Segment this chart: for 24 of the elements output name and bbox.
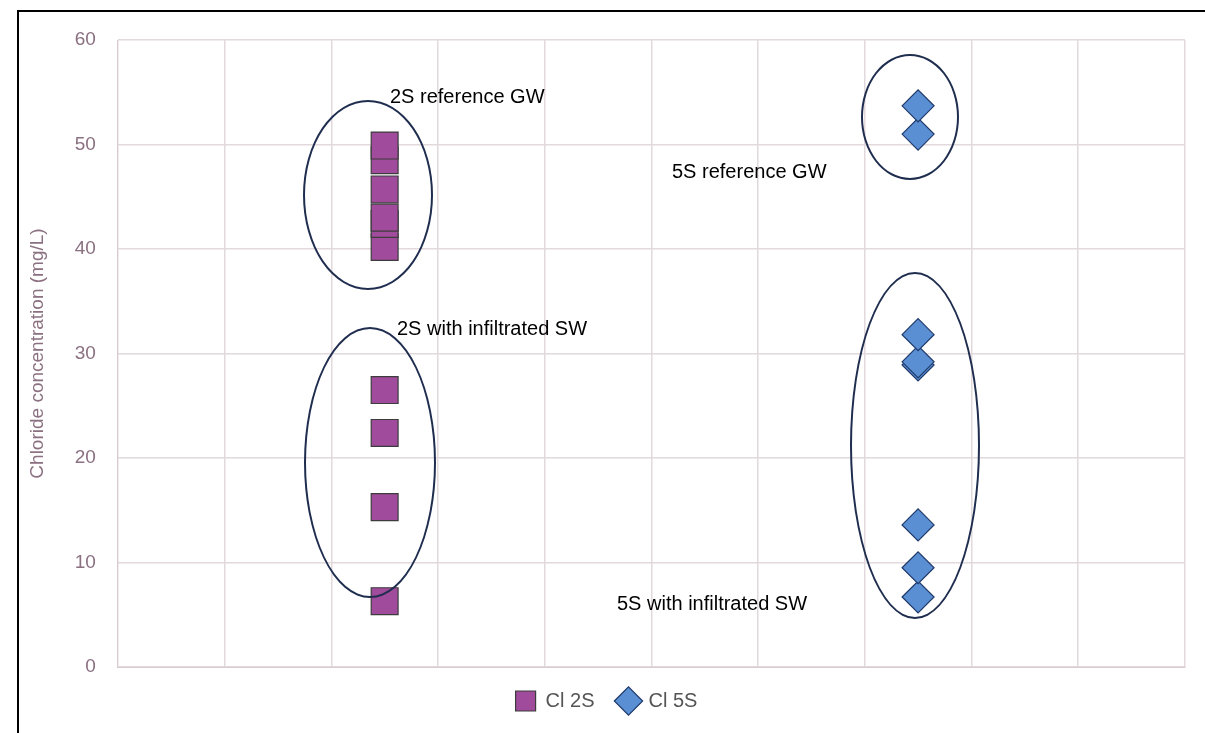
point xyxy=(370,175,399,204)
annotation: 2S with infiltrated SW xyxy=(397,316,588,339)
annotation: 5S reference GW xyxy=(672,159,827,182)
legend-label: Cl 2S xyxy=(545,688,595,711)
point xyxy=(901,580,935,614)
y-tick-label: 30 xyxy=(74,341,96,363)
point xyxy=(901,318,935,352)
legend-label: Cl 5S xyxy=(648,688,698,711)
point xyxy=(370,203,399,232)
point xyxy=(370,376,399,405)
y-tick-label: 10 xyxy=(74,550,96,572)
y-tick-label: 50 xyxy=(74,132,96,154)
point xyxy=(370,418,399,447)
y-axis-title: Chloride concentration (mg/L) xyxy=(25,228,47,479)
y-tick-label: 0 xyxy=(85,655,96,677)
y-tick-label: 60 xyxy=(74,28,96,50)
annotation: 2S reference GW xyxy=(390,84,545,107)
point xyxy=(370,493,399,522)
point xyxy=(901,551,935,585)
point xyxy=(370,131,399,160)
point xyxy=(901,508,935,542)
y-tick-label: 40 xyxy=(74,237,96,259)
annotation: 5S with infiltrated SW xyxy=(617,591,808,614)
y-tick-label: 20 xyxy=(74,446,96,468)
